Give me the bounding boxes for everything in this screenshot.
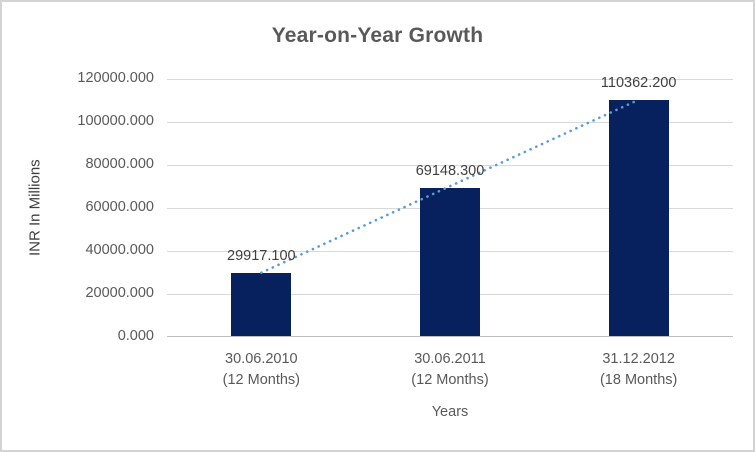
- y-tick-label: 80000.000: [85, 156, 154, 172]
- y-tick-label: 60000.000: [85, 199, 154, 215]
- x-category-label-line: (12 Months): [222, 372, 301, 388]
- bar: [231, 272, 292, 337]
- x-category-label-line: (18 Months): [599, 372, 678, 388]
- gridline: [167, 122, 733, 123]
- x-category-label-line: (12 Months): [411, 372, 489, 388]
- gridline: [167, 79, 733, 80]
- trendline-path: [260, 98, 640, 274]
- x-category-label: 30.06.2011 (12 Months): [356, 349, 545, 391]
- y-tick-label: 40000.000: [85, 242, 154, 258]
- bar: [608, 99, 669, 337]
- plot-area: 29917.100 69148.300 110362.200: [167, 75, 733, 337]
- bar: [420, 188, 480, 337]
- bar-data-label: 110362.200: [600, 74, 677, 91]
- y-tick-label: 100000.000: [77, 113, 154, 129]
- trendline: [260, 98, 640, 274]
- y-tick-label: 20000.000: [85, 285, 154, 301]
- gridline: [167, 165, 733, 166]
- y-tick-label: 0.000: [117, 328, 154, 344]
- chart-title: Year-on-Year Growth: [271, 24, 484, 47]
- bar-data-label: 69148.300: [415, 163, 485, 180]
- bar-data-label: 29917.100: [227, 247, 296, 264]
- x-category-label-line: 30.06.2011: [414, 351, 486, 367]
- x-category-label: 30.06.2010 (12 Months): [167, 349, 356, 391]
- x-axis-line: [167, 336, 733, 337]
- y-tick-label: 120000.000: [77, 70, 154, 86]
- x-category-label-line: 30.06.2010: [225, 351, 298, 367]
- x-category-label: 31.12.2012 (18 Months): [544, 349, 733, 391]
- x-axis-title: Years: [431, 404, 469, 420]
- x-category-label-line: 31.12.2012: [602, 351, 675, 367]
